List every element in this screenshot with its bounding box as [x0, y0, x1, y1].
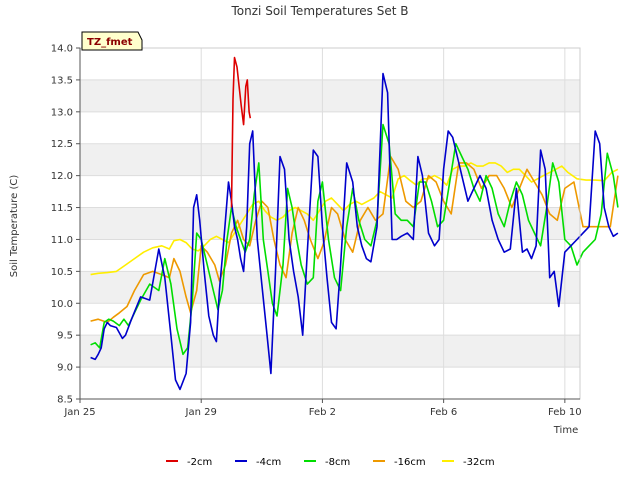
y-tick-label: 14.0 — [51, 44, 73, 55]
legend-label: -16cm — [394, 457, 426, 468]
y-tick-label: 9.5 — [57, 331, 73, 342]
x-tick-label: Jan 25 — [63, 407, 95, 418]
x-tick-labels: Jan 25 Jan 29 Feb 2 Feb 6 Feb 10 — [63, 399, 582, 418]
series-line-minus-8cm — [90, 123, 619, 356]
site-badge: TZ_fmet — [81, 31, 143, 51]
legend-label: -4cm — [256, 457, 281, 468]
x-tick-label: Feb 2 — [309, 407, 336, 418]
x-tick-label: Feb 10 — [548, 407, 582, 418]
site-badge-shape — [81, 31, 143, 51]
site-badge-label: TZ_fmet — [87, 37, 133, 48]
y-tick-label: 9.0 — [57, 363, 73, 374]
x-tick-label: Feb 6 — [430, 407, 457, 418]
y-tick-labels: 8.5 9.0 9.5 10.0 10.5 11.0 11.5 12.0 12.5 13.0 13.… — [51, 44, 80, 406]
series-line-minus-2cm — [230, 56, 252, 208]
y-tick-label: 11.0 — [51, 235, 73, 246]
series-lines — [90, 56, 619, 391]
background-band — [80, 79, 580, 112]
y-tick-label: 8.5 — [57, 395, 73, 406]
legend-label: -8cm — [325, 457, 350, 468]
background-band — [80, 143, 580, 176]
axes — [79, 47, 581, 400]
y-tick-label: 11.5 — [51, 203, 73, 214]
chart-title: Tonzi Soil Temperatures Set B — [231, 4, 409, 18]
x-tick-label: Jan 29 — [185, 407, 217, 418]
series-line-minus-4cm — [90, 72, 619, 391]
y-tick-label: 13.0 — [51, 107, 73, 118]
background-band — [80, 271, 580, 304]
y-tick-label: 10.0 — [51, 299, 73, 310]
background-band — [80, 335, 580, 368]
y-tick-label: 13.5 — [51, 75, 73, 86]
y-tick-label: 12.5 — [51, 139, 73, 150]
y-tick-label: 10.5 — [51, 267, 73, 278]
y-axis-title: Soil Temperature (C) — [9, 175, 20, 278]
legend: -2cm -4cm -8cm -16cm -32cm — [166, 457, 495, 468]
legend-label: -2cm — [187, 457, 212, 468]
y-tick-label: 12.0 — [51, 171, 73, 182]
background-bands — [80, 79, 580, 368]
x-axis-title: Time — [553, 425, 578, 436]
legend-label: -32cm — [463, 457, 495, 468]
